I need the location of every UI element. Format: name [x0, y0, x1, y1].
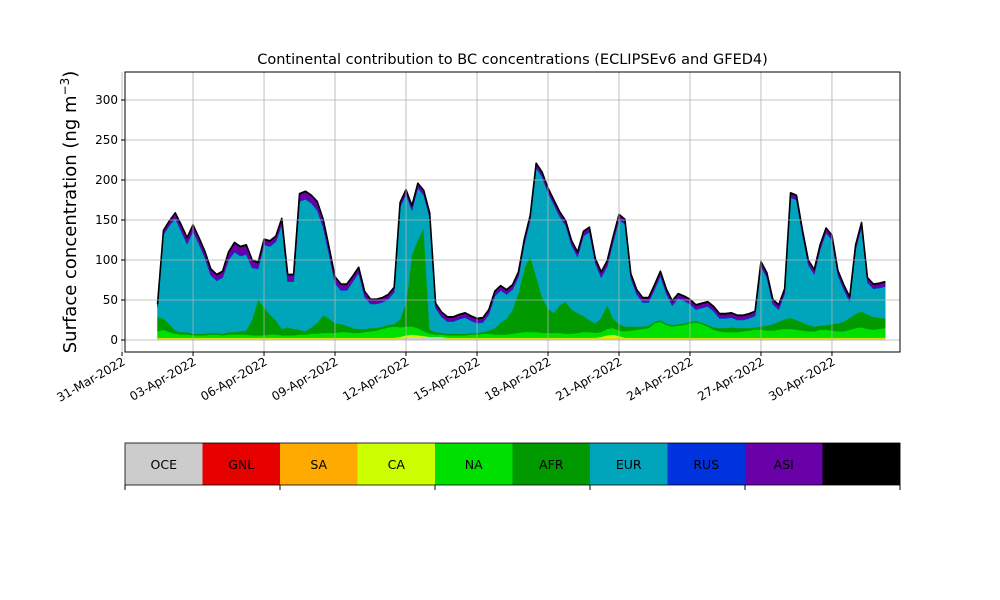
y-axis-label-exponent: −3: [58, 78, 72, 96]
y-tick-label: 50: [103, 293, 118, 307]
legend-label-aus: AUS: [848, 457, 874, 472]
chart-title: Continental contribution to BC concentra…: [257, 52, 768, 68]
y-tick-label: 300: [95, 93, 118, 107]
legend-label-eur: EUR: [616, 457, 642, 472]
legend-swatch-eur: [590, 443, 668, 485]
legend-swatch-oce: [125, 443, 203, 485]
legend-swatch-ca: [357, 443, 436, 485]
legend-swatch-na: [435, 443, 513, 485]
y-tick-label: 200: [95, 173, 118, 187]
total-outline: [156, 162, 886, 320]
y-tick-label: 0: [110, 333, 118, 347]
y-tick-label: 100: [95, 253, 118, 267]
y-tick-label: 250: [95, 133, 118, 147]
y-axis-label-main: Surface concentration (ng m: [60, 95, 81, 353]
legend-label-ca: CA: [388, 457, 406, 472]
legend-swatch-asi: [745, 443, 823, 485]
legend-label-sa: SA: [310, 457, 327, 472]
legend-swatch-aus: [822, 443, 901, 485]
legend-swatch-rus: [667, 443, 746, 485]
legend-label-na: NA: [465, 457, 483, 472]
axes-frame: [124, 71, 901, 353]
y-axis-label: Surface concentration (ng m−3): [58, 71, 81, 354]
legend-label-asi: ASI: [774, 457, 794, 472]
legend-swatch-gnl: [202, 443, 281, 485]
legend-swatch-sa: [280, 443, 358, 485]
legend-frame: [124, 442, 901, 486]
legend: OCE GNL SA CA NA AFR EUR RUS ASI AUS: [124, 442, 901, 490]
y-axis-label-close: ): [60, 71, 81, 78]
legend-label-oce: OCE: [151, 457, 178, 472]
legend-label-gnl: GNL: [228, 457, 254, 472]
legend-label-rus: RUS: [693, 457, 719, 472]
legend-label-afr: AFR: [539, 457, 564, 472]
legend-swatch-afr: [512, 443, 591, 485]
y-tick-label: 150: [95, 213, 118, 227]
